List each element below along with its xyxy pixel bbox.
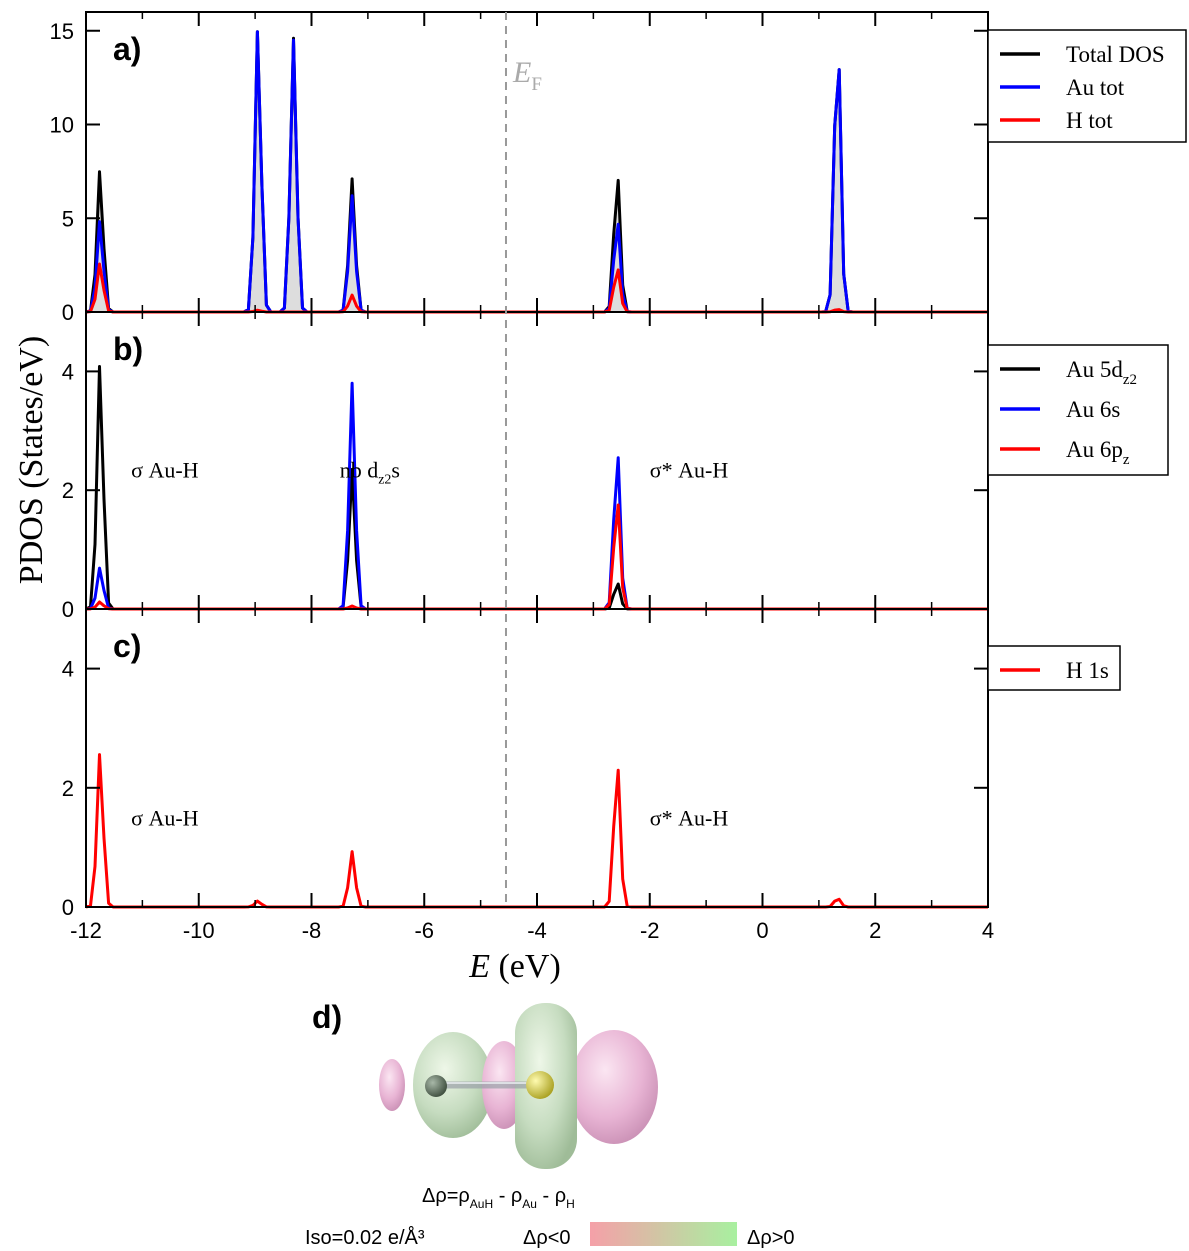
panel-d: d) Δρ=ρAuH - ρAu - ρH Iso=0.02 e/Å³ Δρ<0… [305,999,795,1249]
peak-annotation: σ Au-H [131,457,199,482]
x-tick-label: -10 [183,918,215,943]
legend-entry: Au 5dz2 [1066,357,1137,388]
color-scale-bar [590,1222,737,1246]
legend-entry: Au 6pz [1066,437,1130,468]
h-atom [425,1075,447,1097]
peak-annotation: σ* Au-H [650,457,729,482]
y-tick-label: 0 [62,300,74,325]
lobe-pink-far-left [379,1059,405,1111]
isosurface-render [379,1003,658,1169]
y-tick-label: 0 [62,597,74,622]
panel-d-label: d) [312,999,342,1035]
series-line-au-5d-z2 [85,365,988,611]
pdos-panels: 0 5 10 15 a) Total DOS Au tot H tot 0 2 4 b) σ Au-H n… [50,11,1187,943]
x-tick-label: 4 [982,918,994,943]
fermi-level-label: EF [512,56,542,95]
peak-annotation: σ* Au-H [650,806,729,831]
legend-box [987,645,1121,691]
legend: Total DOS Au tot H tot [987,29,1187,143]
y-tick-label: 4 [62,359,74,384]
x-axis-unit: (eV) [490,948,561,985]
x-tick-label: -2 [640,918,660,943]
panel-label: a) [113,31,141,67]
legend-entry: Au 6s [1066,397,1120,422]
positive-density-label: Δρ>0 [747,1227,795,1249]
au-atom [526,1071,554,1099]
x-tick-label: -6 [414,918,434,943]
panel-label: c) [113,628,141,664]
legend-entry: Au tot [1066,75,1125,100]
panel-a: 0 5 10 15 a) Total DOS Au tot H tot [50,11,1187,325]
panel-label: b) [113,331,143,367]
x-axis-var: E [468,948,490,985]
series-line-h-1s [85,753,988,909]
plot-frame [85,608,989,908]
y-tick-label: 15 [50,19,74,44]
legend-entry: H tot [1066,108,1113,133]
plot-frame [85,11,989,313]
negative-density-label: Δρ<0 [523,1227,571,1249]
series-line-au-6s [85,381,988,611]
panel-c: -12 -10 -8 -6 -4 -2 0 2 4 0 2 4 c) σ Au-H σ* Au-H H 1s [62,608,1121,943]
x-axis-label: E (eV) [468,948,561,985]
legend: Au 5dz2 Au 6s Au 6pz [987,344,1169,476]
plot-frame [85,311,989,610]
x-tick-label: -12 [70,918,102,943]
legend-entry: Total DOS [1066,42,1165,67]
peak-annotation: nb dz2s [340,457,400,487]
iso-value: Iso=0.02 e/Å³ [305,1226,425,1249]
x-tick-label: 0 [756,918,768,943]
legend-entry: H 1s [1066,658,1109,683]
y-tick-label: 5 [62,206,74,231]
y-tick-label: 10 [50,113,74,138]
y-tick-label: 2 [62,776,74,801]
density-formula: Δρ=ρAuH - ρAu - ρH [422,1185,575,1211]
y-tick-label: 0 [62,895,74,920]
x-tick-label: -8 [302,918,322,943]
peak-annotation: σ Au-H [131,806,199,831]
x-tick-label: -4 [527,918,547,943]
lobe-pink-right [570,1030,658,1144]
y-tick-label: 4 [62,657,74,682]
series-line-au-6p-z [85,503,988,611]
y-tick-label: 2 [62,478,74,503]
y-axis-label: PDOS (States/eV) [13,336,50,584]
x-tick-label: 2 [869,918,881,943]
legend: H 1s [987,645,1121,691]
